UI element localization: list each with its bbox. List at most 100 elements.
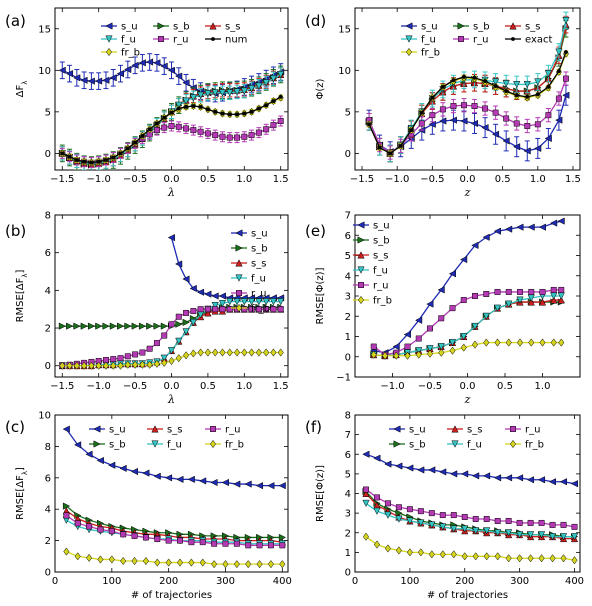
legend-entry-fr_b: fr_b [101,48,140,59]
data-point [142,534,149,541]
data-point [527,554,534,563]
data-point [414,316,423,324]
data-point [108,461,116,469]
legend-marker [236,290,242,296]
plot-frame [354,7,581,171]
y-axis-label: RMSE[Φ(z)] [315,267,326,324]
data-point [415,350,422,359]
data-point [395,504,402,511]
data-point [494,518,501,524]
data-point [66,361,73,370]
data-point [263,126,270,133]
data-point [211,292,219,300]
legend-label: s_b [373,236,390,247]
data-point [451,78,456,83]
data-point [233,298,241,306]
data-point [130,467,139,476]
data-point [146,322,154,330]
data-point [528,288,535,295]
data-point [219,348,226,357]
y-tick-label: 0 [45,149,51,160]
y-tick-label: 15 [338,24,351,35]
data-point [523,80,531,89]
data-point [110,356,117,363]
data-point [404,343,411,350]
legend-marker [511,37,515,41]
y-tick-label: 4 [345,489,351,500]
data-point [191,104,196,108]
data-point [211,540,218,547]
data-point [472,293,478,299]
data-point [204,306,211,313]
data-point [169,110,174,115]
data-point [82,159,87,164]
data-point [381,351,389,360]
data-point [226,89,234,97]
data-point [428,521,436,529]
data-point [544,70,552,78]
data-point [512,143,521,151]
data-point [160,62,168,70]
legend-label: fr_b [121,48,140,59]
data-point [74,158,79,162]
legend-label: f_u [373,266,388,277]
data-point [94,77,103,85]
data-point [190,349,197,358]
data-point [373,507,381,515]
legend-marker [93,440,101,448]
legend-label: f_u [251,274,266,285]
y-axis-label: RMSE[ΔFλ] [15,270,29,323]
data-point [516,296,524,304]
y-axis-label: RMSE[ΔFλ] [15,467,29,520]
legend-entry-r_u: r_u [153,35,188,46]
data-point [562,17,570,25]
data-point [147,127,152,132]
data-point [255,482,264,490]
data-point [277,306,284,313]
legend-entry-r_u: r_u [505,425,540,436]
legend-marker [93,425,101,433]
x-tick-label: 100 [102,576,121,587]
x-tick-label: 300 [510,576,529,587]
panel-b: −1.5 −1.0 −0.5 0.0 0.5 1.0 1.5 0 2 4 6 8 λ RMSE[ΔFλ] (… [5,211,289,407]
data-point [73,74,81,82]
legend-marker [358,282,364,288]
data-point [439,106,446,113]
legend-label: fr_b [251,304,270,315]
data-point [367,122,371,127]
data-point [502,137,510,145]
data-point [120,531,127,538]
legend-label: exact [525,35,553,46]
data-point [437,343,445,351]
legend-label: s_u [421,22,438,33]
legend-entry-s_b: s_b [231,244,268,255]
panel-label: (b) [5,222,26,240]
plot-area [362,450,579,565]
data-point [177,537,183,544]
data-point [176,475,184,483]
data-point [73,441,82,449]
data-point [227,112,232,117]
data-point [527,223,535,231]
y-tick-label: 5 [345,107,351,118]
y-tick-label: 0 [345,568,351,579]
data-point [222,560,229,569]
x-tick-label: −1.5 [50,174,74,185]
data-point [388,151,393,156]
data-point [198,477,207,485]
data-point [460,470,469,478]
legend-label: s_b [173,22,190,33]
data-point [471,472,480,480]
data-point [63,547,70,556]
data-point [398,143,403,148]
data-point [270,348,277,357]
series-exact [367,50,568,156]
y-tick-label: 8 [45,442,51,453]
data-point [165,537,172,544]
data-point [190,308,197,315]
data-point [164,474,173,482]
data-point [96,456,104,465]
plot-area [369,217,566,360]
data-point [255,348,262,357]
data-point [189,318,197,327]
